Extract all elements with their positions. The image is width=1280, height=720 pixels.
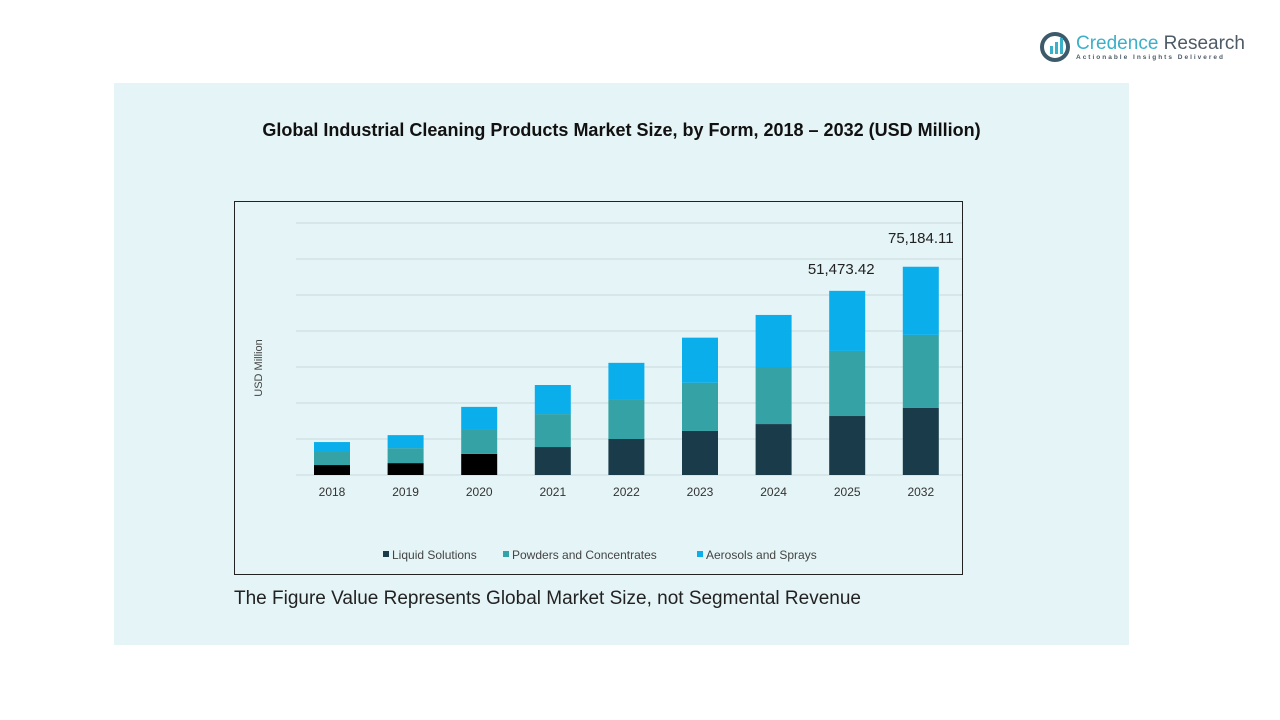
legend-label: Powders and Concentrates — [512, 548, 657, 562]
bar-powders-and-concentrates-2021 — [534, 414, 571, 448]
x-tick-label: 2022 — [613, 485, 640, 499]
bar-powders-and-concentrates-2019 — [387, 448, 424, 464]
legend-swatch — [503, 551, 509, 557]
chart-frame — [234, 201, 963, 575]
bar-liquid-solutions-2020 — [461, 453, 498, 475]
logo-name-1: Credence — [1076, 32, 1159, 54]
x-tick-label: 2024 — [760, 485, 787, 499]
bar-liquid-solutions-2018 — [314, 465, 350, 475]
bar-aerosols-and-sprays-2019 — [387, 435, 424, 449]
footer-note: The Figure Value Represents Global Marke… — [234, 588, 861, 609]
bar-aerosols-and-sprays-2018 — [314, 442, 350, 453]
legend-swatch — [383, 551, 389, 557]
y-axis-label: USD Million — [253, 339, 265, 396]
legend-label: Liquid Solutions — [392, 548, 477, 562]
x-tick-label: 2018 — [319, 485, 346, 499]
bar-liquid-solutions-2019 — [387, 463, 424, 475]
x-tick-label: 2023 — [687, 485, 714, 499]
x-tick-label: 2020 — [466, 485, 493, 499]
x-tick-label: 2032 — [907, 485, 934, 499]
bar-powders-and-concentrates-2018 — [314, 452, 350, 466]
bar-liquid-solutions-2022 — [608, 439, 645, 475]
bar-aerosols-and-sprays-2023 — [682, 337, 718, 383]
logo-name-2: Research — [1163, 32, 1245, 54]
x-tick-label: 2019 — [392, 485, 419, 499]
legend-label: Aerosols and Sprays — [706, 548, 817, 562]
data-label-total: 75,184.11 — [888, 230, 954, 247]
credence-research-logo: Credence Research Actionable Insights De… — [1040, 32, 1245, 62]
bar-powders-and-concentrates-2022 — [608, 399, 645, 439]
bar-powders-and-concentrates-2032 — [902, 334, 939, 408]
data-label-total: 51,473.42 — [808, 261, 875, 278]
bar-liquid-solutions-2025 — [829, 416, 866, 475]
logo-tagline: Actionable Insights Delivered — [1076, 53, 1226, 61]
bar-aerosols-and-sprays-2020 — [461, 406, 498, 430]
bar-aerosols-and-sprays-2032 — [902, 266, 939, 335]
bar-powders-and-concentrates-2023 — [682, 382, 718, 431]
x-tick-label: 2021 — [539, 485, 566, 499]
bar-aerosols-and-sprays-2025 — [829, 290, 866, 351]
bar-aerosols-and-sprays-2024 — [755, 314, 792, 367]
bar-liquid-solutions-2024 — [755, 424, 792, 475]
bar-aerosols-and-sprays-2021 — [534, 385, 571, 415]
bar-powders-and-concentrates-2024 — [755, 367, 792, 425]
chart-title: Global Industrial Cleaning Products Mark… — [262, 120, 981, 140]
bar-liquid-solutions-2032 — [902, 407, 939, 475]
bar-liquid-solutions-2023 — [682, 430, 718, 475]
bar-powders-and-concentrates-2020 — [461, 429, 498, 454]
bar-powders-and-concentrates-2025 — [829, 350, 866, 417]
bar-aerosols-and-sprays-2022 — [608, 362, 645, 400]
logo-chart-icon — [1040, 32, 1070, 62]
bar-liquid-solutions-2021 — [534, 447, 571, 475]
legend-swatch — [697, 551, 703, 557]
x-tick-label: 2025 — [834, 485, 861, 499]
